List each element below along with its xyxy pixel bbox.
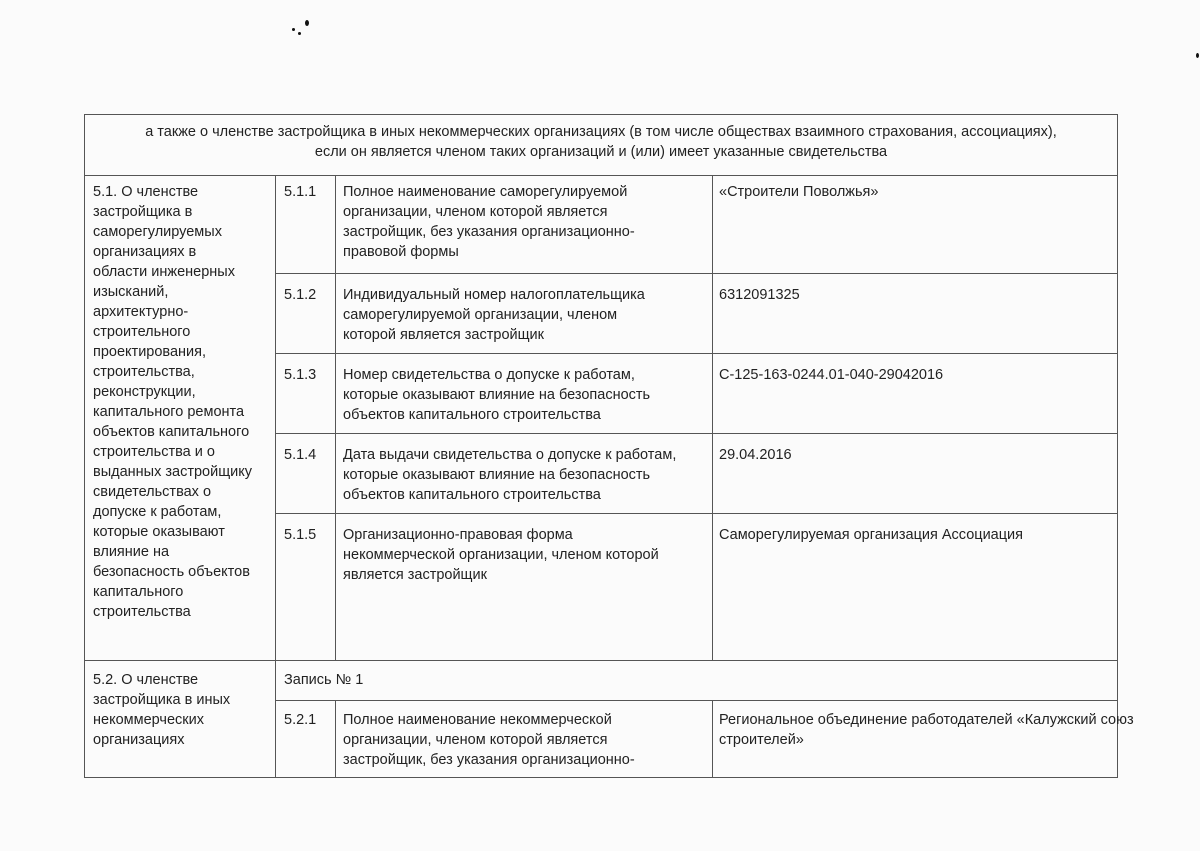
row-num: 5.1.5 bbox=[284, 527, 317, 543]
scan-speck bbox=[305, 20, 309, 26]
row-value: С-125-163-0244.01-040-29042016 bbox=[719, 367, 944, 383]
row-label: Дата выдачи свидетельства о допуске к ра… bbox=[343, 447, 677, 503]
scan-speck bbox=[1196, 53, 1199, 58]
row-label: Полное наименование саморегулируемой орг… bbox=[343, 184, 635, 260]
row-5-2-1-label bbox=[335, 700, 713, 778]
row-label: Полное наименование некоммерческой орган… bbox=[343, 712, 635, 768]
row-num: 5.1.3 bbox=[284, 367, 317, 383]
row-value: Региональное объединение работодателей «… bbox=[719, 712, 1134, 748]
record-row bbox=[275, 660, 1118, 701]
row-value: Саморегулируемая организация Ассоциация bbox=[719, 527, 1023, 543]
table-header: а также о членстве застройщика в иных не… bbox=[145, 124, 1057, 160]
row-label: Индивидуальный номер налогоплательщика с… bbox=[343, 287, 645, 343]
record-label: Запись № 1 bbox=[284, 672, 364, 688]
row-label: Номер свидетельства о допуске к работам,… bbox=[343, 367, 651, 423]
row-num: 5.2.1 bbox=[284, 712, 317, 728]
row-num: 5.1.4 bbox=[284, 447, 317, 463]
row-value: 6312091325 bbox=[719, 287, 800, 303]
scan-speck bbox=[298, 32, 301, 35]
scan-speck bbox=[292, 28, 295, 31]
section-5-1-title: 5.1. О членстве застройщика в саморегули… bbox=[93, 184, 252, 620]
row-value: «Строители Поволжья» bbox=[719, 184, 879, 200]
row-5-1-4 bbox=[275, 433, 1118, 514]
row-num: 5.1.1 bbox=[284, 184, 317, 200]
row-value: 29.04.2016 bbox=[719, 447, 792, 463]
row-num: 5.1.2 bbox=[284, 287, 317, 303]
row-label: Организационно-правовая форма некоммерче… bbox=[343, 527, 659, 583]
section-5-2-title: 5.2. О членстве застройщика в иных неком… bbox=[93, 672, 231, 748]
